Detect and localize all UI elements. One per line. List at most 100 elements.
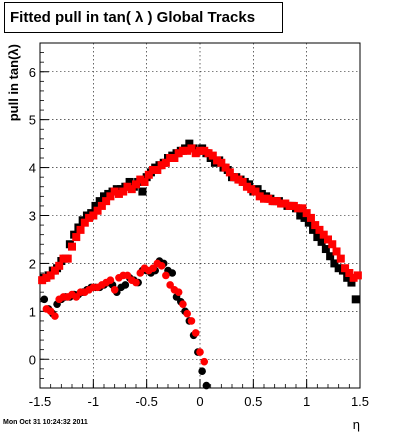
data-point-circle: [187, 317, 196, 325]
x-tick-label: -1.5: [29, 394, 51, 409]
data-point-square: [300, 213, 309, 222]
data-point-square: [317, 237, 326, 246]
data-point-square: [345, 269, 354, 277]
x-tick-label: 1.5: [351, 394, 369, 409]
data-point-square: [336, 254, 345, 263]
data-point-square: [170, 154, 179, 162]
data-point-square: [140, 177, 149, 186]
data-point-square: [230, 173, 239, 182]
data-point-square: [324, 235, 332, 244]
data-point-square: [330, 259, 339, 268]
data-point-square: [304, 218, 313, 227]
data-point-circle: [132, 278, 140, 287]
x-tick-label: -1: [88, 394, 100, 409]
data-point-square: [309, 225, 318, 234]
chart-title: Fitted pull in tan( λ ) Global Tracks: [4, 2, 283, 33]
data-point-square: [127, 185, 136, 194]
data-point-square: [125, 177, 134, 186]
x-tick-label: 0: [196, 394, 203, 409]
data-point-circle: [202, 381, 211, 390]
data-point-circle: [179, 300, 187, 308]
data-point-square: [59, 254, 68, 263]
data-point-square: [281, 199, 290, 208]
data-point-circle: [174, 288, 183, 296]
data-point-square: [351, 295, 360, 304]
data-point-square: [225, 168, 234, 177]
data-point-square: [123, 182, 132, 191]
data-point-circle: [106, 276, 115, 284]
data-point-square: [326, 252, 335, 261]
data-point-square: [277, 199, 286, 208]
y-tick-label: 0: [29, 352, 36, 367]
data-point-square: [76, 225, 85, 234]
data-point-square: [187, 144, 196, 153]
data-point-circle: [162, 271, 170, 280]
data-point-circle: [168, 269, 177, 277]
data-point-square: [50, 266, 59, 275]
data-point-circle: [157, 262, 166, 270]
data-point-square: [255, 192, 264, 201]
data-point-square: [264, 194, 273, 203]
data-point-square: [289, 201, 298, 210]
data-point-square: [302, 209, 311, 218]
data-point-square: [260, 194, 268, 203]
data-point-square: [234, 175, 243, 184]
data-point-square: [80, 218, 89, 227]
data-point-square: [294, 204, 303, 213]
data-point-square: [349, 273, 358, 282]
data-point-square: [332, 247, 341, 256]
data-point-circle: [38, 276, 46, 284]
data-point-square: [328, 240, 337, 249]
data-point-square: [334, 264, 343, 273]
data-point-square: [106, 192, 115, 201]
data-point-square: [315, 225, 324, 234]
data-point-square: [311, 221, 320, 230]
data-point-square: [136, 175, 145, 184]
data-point-circle: [51, 312, 59, 320]
data-point-circle: [183, 309, 191, 318]
data-point-square: [321, 245, 330, 254]
data-point-square: [268, 197, 277, 206]
data-point-square: [42, 273, 51, 282]
data-point-square: [119, 187, 128, 196]
data-point-square: [204, 149, 213, 158]
y-tick-label: 5: [29, 113, 36, 128]
data-point-square: [247, 185, 256, 194]
y-tick-label: 3: [29, 209, 36, 224]
data-point-circle: [121, 281, 130, 289]
grid-lines: [40, 43, 360, 388]
data-point-square: [242, 182, 251, 191]
data-point-square: [185, 139, 194, 148]
x-axis-label: η: [353, 417, 360, 432]
data-point-square: [272, 197, 281, 206]
data-point-square: [285, 201, 294, 210]
data-point-square: [138, 187, 147, 196]
data-point-square: [353, 271, 362, 280]
data-point-square: [196, 146, 204, 155]
data-point-square: [347, 278, 356, 287]
data-point-circle: [191, 329, 200, 337]
data-point-square: [238, 177, 247, 186]
data-point-circle: [198, 367, 206, 376]
data-points: [38, 139, 362, 390]
data-point-square: [72, 233, 81, 242]
tick-labels: -1.5 -1 -0.5 0 0.5 1 1.5 0 1 2 3 4 5 6: [29, 65, 369, 409]
data-point-circle: [200, 357, 209, 366]
data-point-square: [161, 158, 170, 167]
y-axis-label: pull in tan(λ): [6, 44, 21, 121]
data-point-square: [93, 206, 102, 215]
y-tick-label: 1: [29, 304, 36, 319]
data-point-square: [343, 273, 352, 282]
data-point-square: [144, 170, 153, 179]
axis-ticks: [39, 42, 361, 389]
data-point-square: [313, 233, 322, 242]
data-point-square: [200, 146, 209, 155]
data-point-square: [100, 192, 108, 201]
x-tick-label: 1: [303, 394, 310, 409]
data-point-square: [174, 149, 183, 158]
data-point-square: [213, 156, 222, 165]
data-point-square: [296, 211, 305, 220]
data-point-square: [85, 213, 94, 222]
data-point-square: [208, 151, 217, 160]
